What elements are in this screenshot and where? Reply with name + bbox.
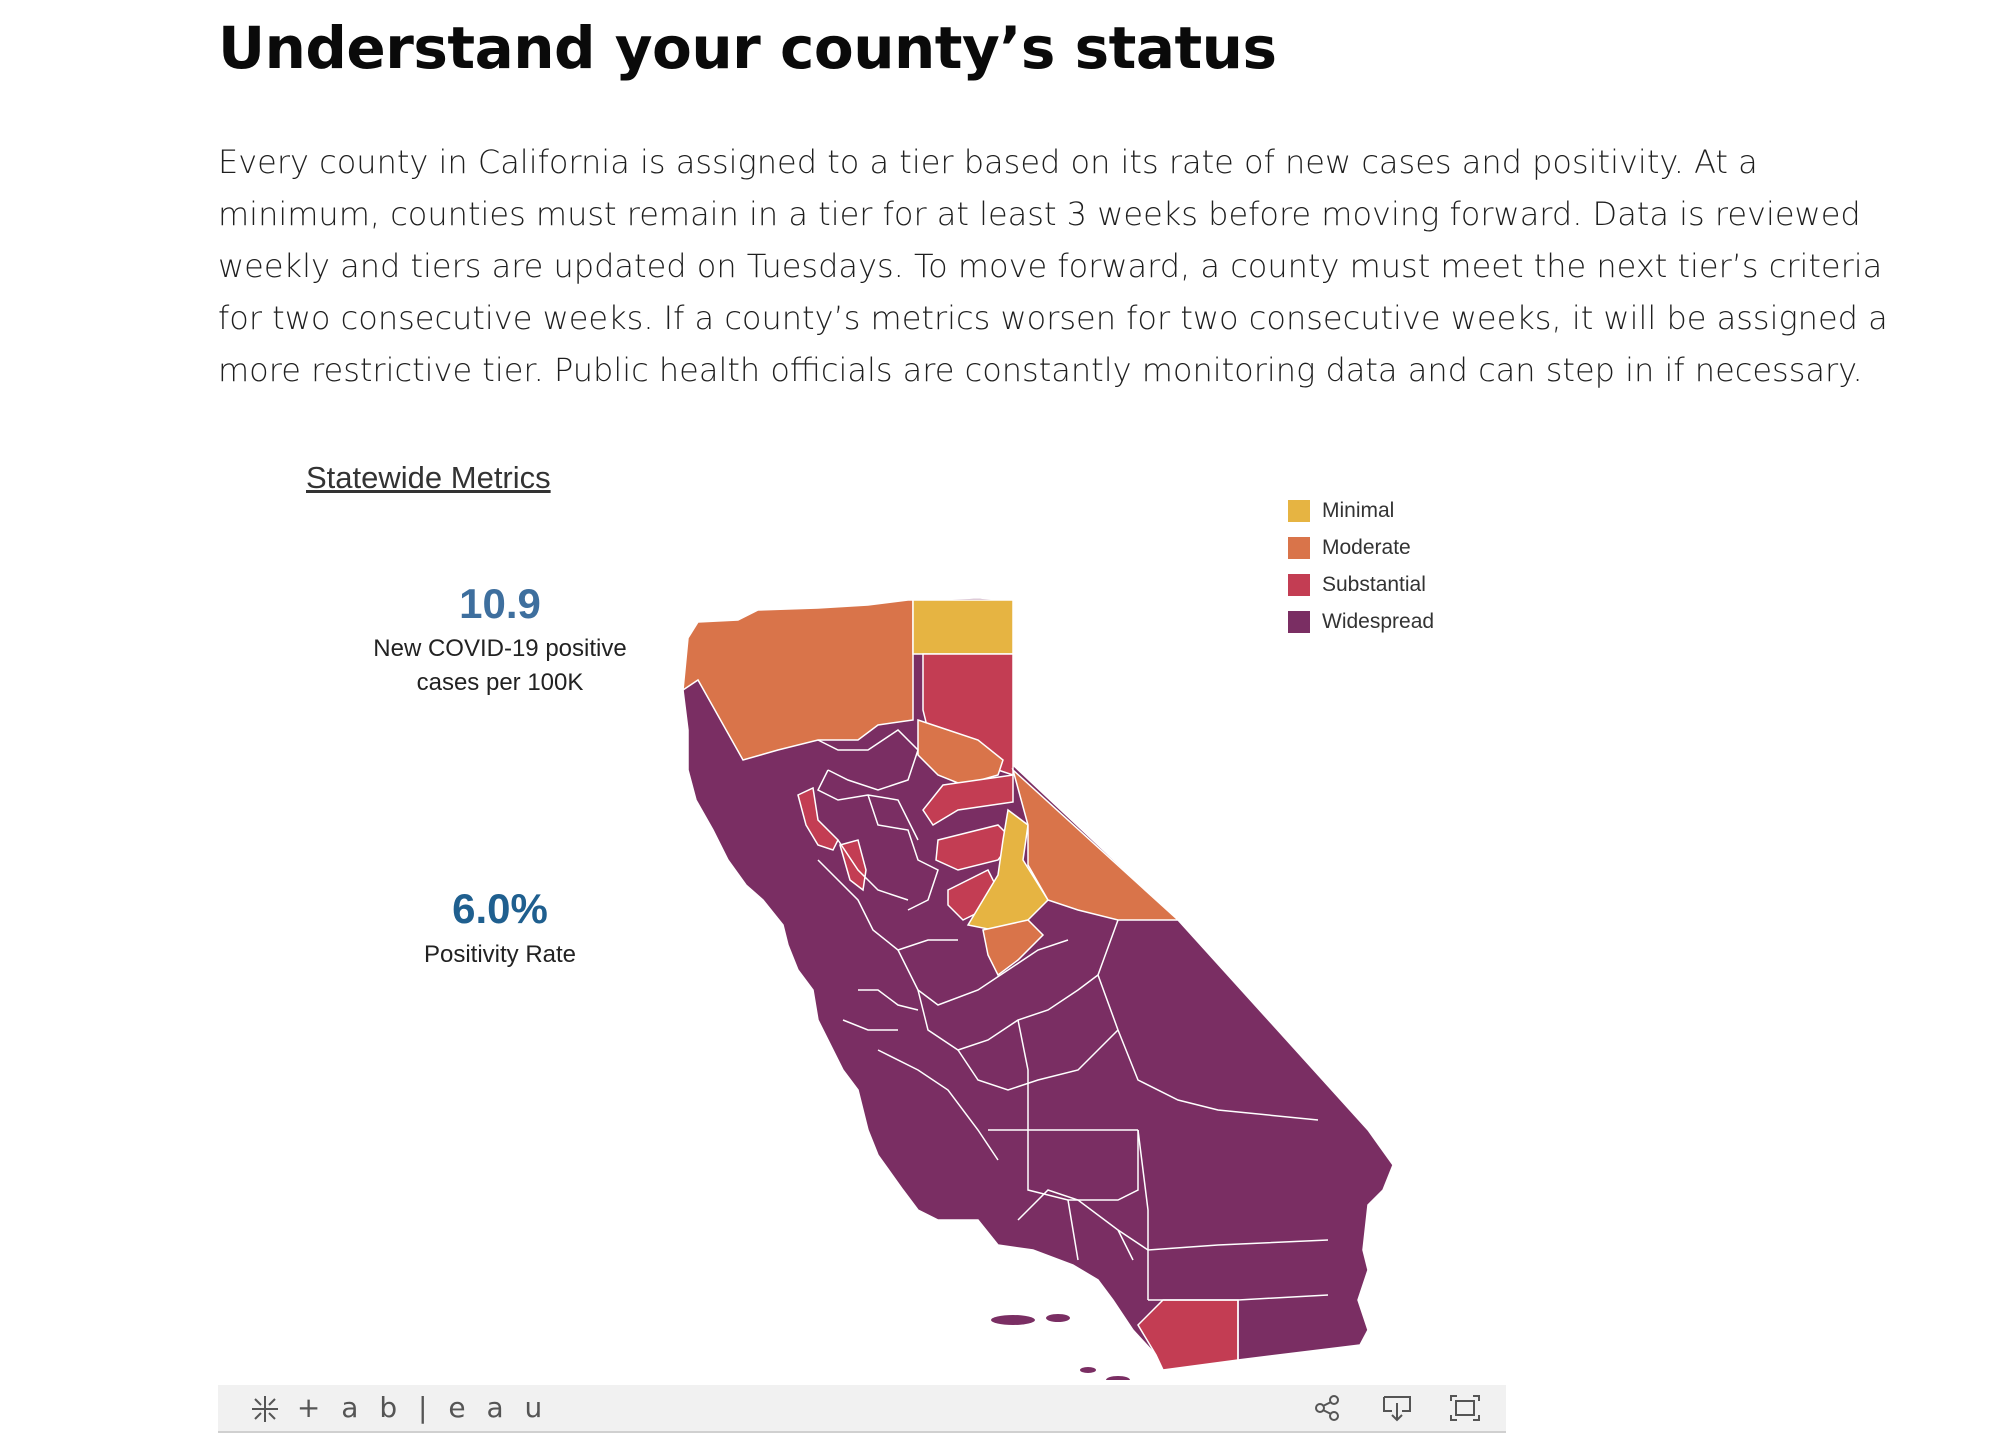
region-substantial-sierra[interactable] (922, 774, 1014, 827)
legend-label: Moderate (1322, 535, 1411, 559)
region-substantial-sandiego[interactable] (1137, 1299, 1239, 1371)
region-moderate-northwest[interactable] (682, 599, 914, 761)
tableau-visualization[interactable]: Statewide Metrics 10.9 New COVID-19 posi… (218, 430, 1506, 1428)
legend-item-widespread[interactable]: Widespread (1288, 603, 1434, 640)
offshore-islands (991, 1314, 1130, 1380)
legend-swatch (1288, 610, 1310, 633)
legend-label: Minimal (1322, 498, 1395, 522)
tier-legend: Minimal Moderate Substantial Widespread (1288, 492, 1434, 640)
case-rate-value: 10.9 (459, 580, 541, 627)
tableau-toolbar: + a b | e a u (218, 1385, 1506, 1433)
tableau-mark-icon (252, 1396, 278, 1422)
legend-item-minimal[interactable]: Minimal (1288, 492, 1434, 529)
channel-islands (968, 1300, 1038, 1314)
region-substantial-lake[interactable] (797, 786, 839, 851)
share-icon[interactable] (1310, 1393, 1344, 1423)
fullscreen-icon[interactable] (1448, 1393, 1482, 1423)
intro-paragraph: Every county in California is assigned t… (218, 143, 1888, 389)
california-county-map[interactable] (218, 430, 1506, 1380)
region-moderate-plumas[interactable] (917, 718, 1004, 786)
legend-swatch (1288, 499, 1310, 522)
region-substantial-eldorado[interactable] (935, 824, 1014, 871)
tableau-logo[interactable]: + a b | e a u (248, 1391, 548, 1426)
region-minimal-northeast[interactable] (912, 599, 1014, 655)
statewide-metrics-title: Statewide Metrics (306, 460, 551, 495)
page-title: Understand your county’s status (218, 14, 1277, 82)
legend-swatch (1288, 573, 1310, 596)
legend-label: Substantial (1322, 572, 1426, 596)
positivity-value: 6.0% (452, 885, 548, 932)
legend-label: Widespread (1322, 609, 1435, 633)
legend-item-moderate[interactable]: Moderate (1288, 529, 1434, 566)
case-rate-label: New COVID-19 positive cases per 100K (373, 635, 627, 696)
county-borders (816, 729, 1329, 1360)
positivity-label: Positivity Rate (423, 941, 577, 968)
region-moderate-mono[interactable] (1011, 767, 1180, 921)
legend-swatch (1288, 536, 1310, 559)
download-icon[interactable] (1380, 1393, 1414, 1423)
legend-item-substantial[interactable]: Substantial (1288, 566, 1434, 603)
region-moderate-mariposa[interactable] (982, 919, 1045, 977)
tableau-wordmark: + a b | e a u (296, 1391, 549, 1424)
